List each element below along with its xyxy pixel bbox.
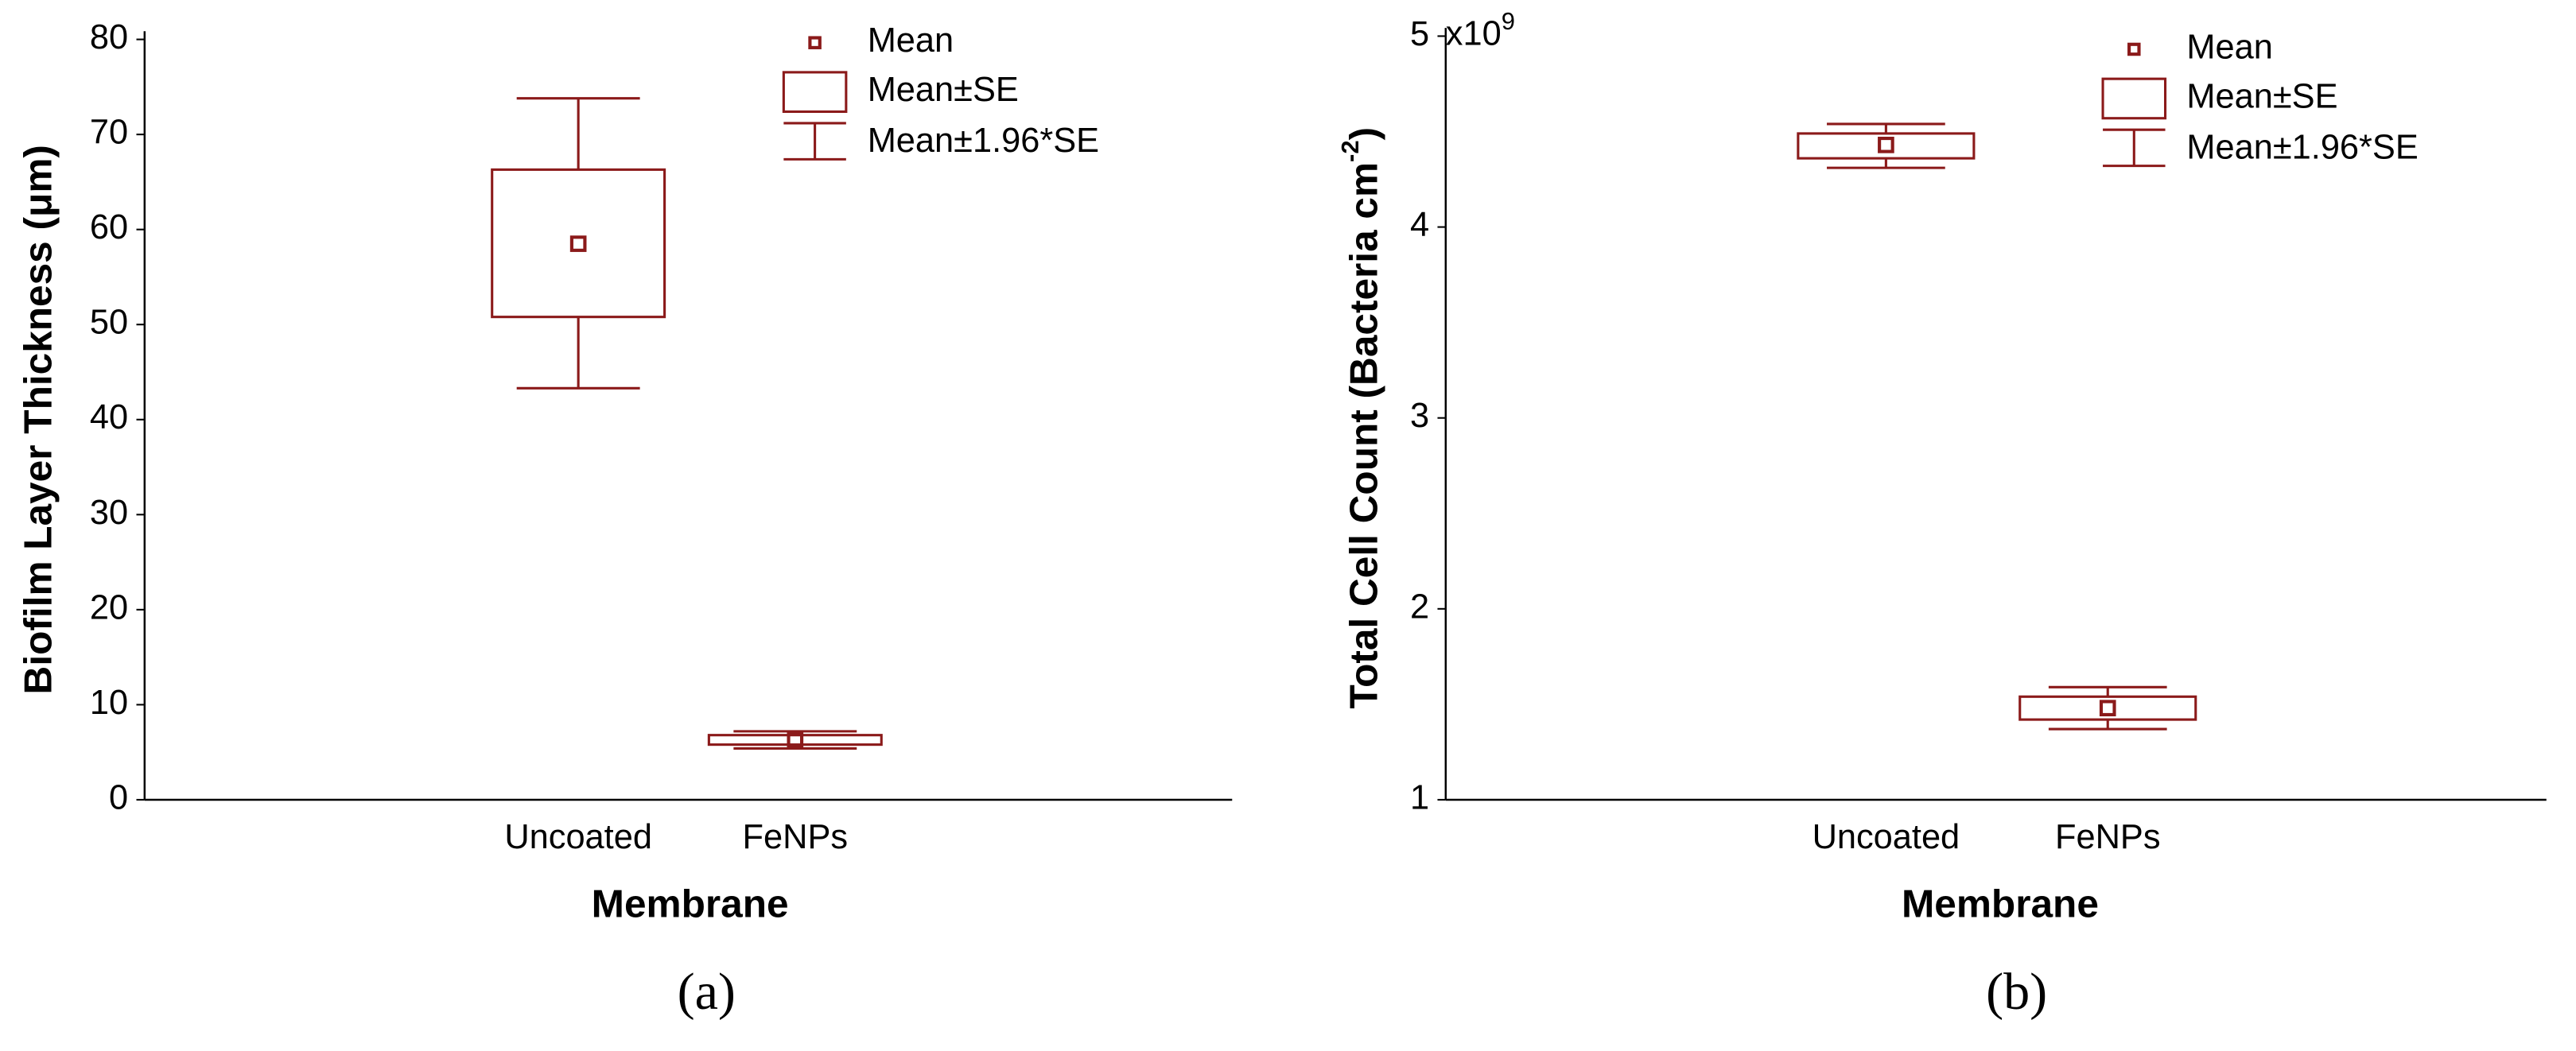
axis-multiplier: x109 [1446, 7, 1515, 53]
y-tick-label: 2 [1410, 588, 1429, 626]
x-axis-label: Membrane [1902, 881, 2099, 925]
legend-mean-icon [2127, 42, 2141, 56]
x-tick-label: FeNPs [2055, 818, 2161, 856]
multiplier-base: x10 [1446, 15, 1502, 53]
y-tick-label: 60 [90, 208, 128, 246]
legend-label: Mean±SE [2186, 77, 2337, 115]
se-box [707, 734, 883, 747]
y-label-part: ) [1342, 127, 1386, 141]
y-tick-label: 50 [90, 304, 128, 342]
y-tick-label: 3 [1410, 397, 1429, 435]
y-label-part: -2 [1336, 140, 1364, 162]
legend-label: Mean±1.96*SE [2186, 128, 2418, 166]
mean-marker [569, 235, 587, 252]
legend-label: Mean±SE [868, 71, 1019, 109]
y-label-part: Biofilm Layer Thickness (μm) [16, 145, 60, 694]
mean-marker [1878, 136, 1894, 153]
legend-label: Mean [2186, 28, 2272, 66]
y-tick-label: 0 [109, 778, 128, 816]
legend-label: Mean±1.96*SE [868, 122, 1099, 160]
y-tick-label: 80 [90, 18, 128, 56]
legend-box-icon [782, 71, 848, 114]
y-tick-label: 1 [1410, 778, 1429, 816]
y-axis-label: Biofilm Layer Thickness (μm) [16, 145, 60, 694]
x-tick-label: FeNPs [743, 818, 849, 856]
y-tick-label: 5 [1410, 15, 1429, 53]
legend-box-icon [2101, 77, 2167, 120]
y-tick-label: 4 [1410, 206, 1429, 244]
y-tick-label: 10 [90, 684, 128, 722]
panel-label: (a) [678, 963, 736, 1021]
legend-mean-icon [808, 36, 822, 49]
mean-marker [2099, 700, 2116, 717]
x-axis-label: Membrane [592, 881, 789, 925]
se-box [491, 168, 666, 319]
x-tick-label: Uncoated [1813, 818, 1960, 856]
y-axis-label: Total Cell Count (Bacteria cm-2) [1336, 127, 1385, 709]
legend-label: Mean [868, 21, 954, 60]
y-tick-label: 70 [90, 114, 128, 152]
y-tick-label: 30 [90, 494, 128, 532]
y-label-part: Total Cell Count (Bacteria cm [1342, 162, 1386, 709]
x-tick-label: Uncoated [504, 818, 652, 856]
y-tick-label: 40 [90, 398, 128, 436]
panel-label: (b) [1986, 963, 2047, 1021]
multiplier-exponent: 9 [1502, 7, 1515, 35]
y-tick-label: 20 [90, 588, 128, 626]
mean-marker [787, 731, 804, 748]
